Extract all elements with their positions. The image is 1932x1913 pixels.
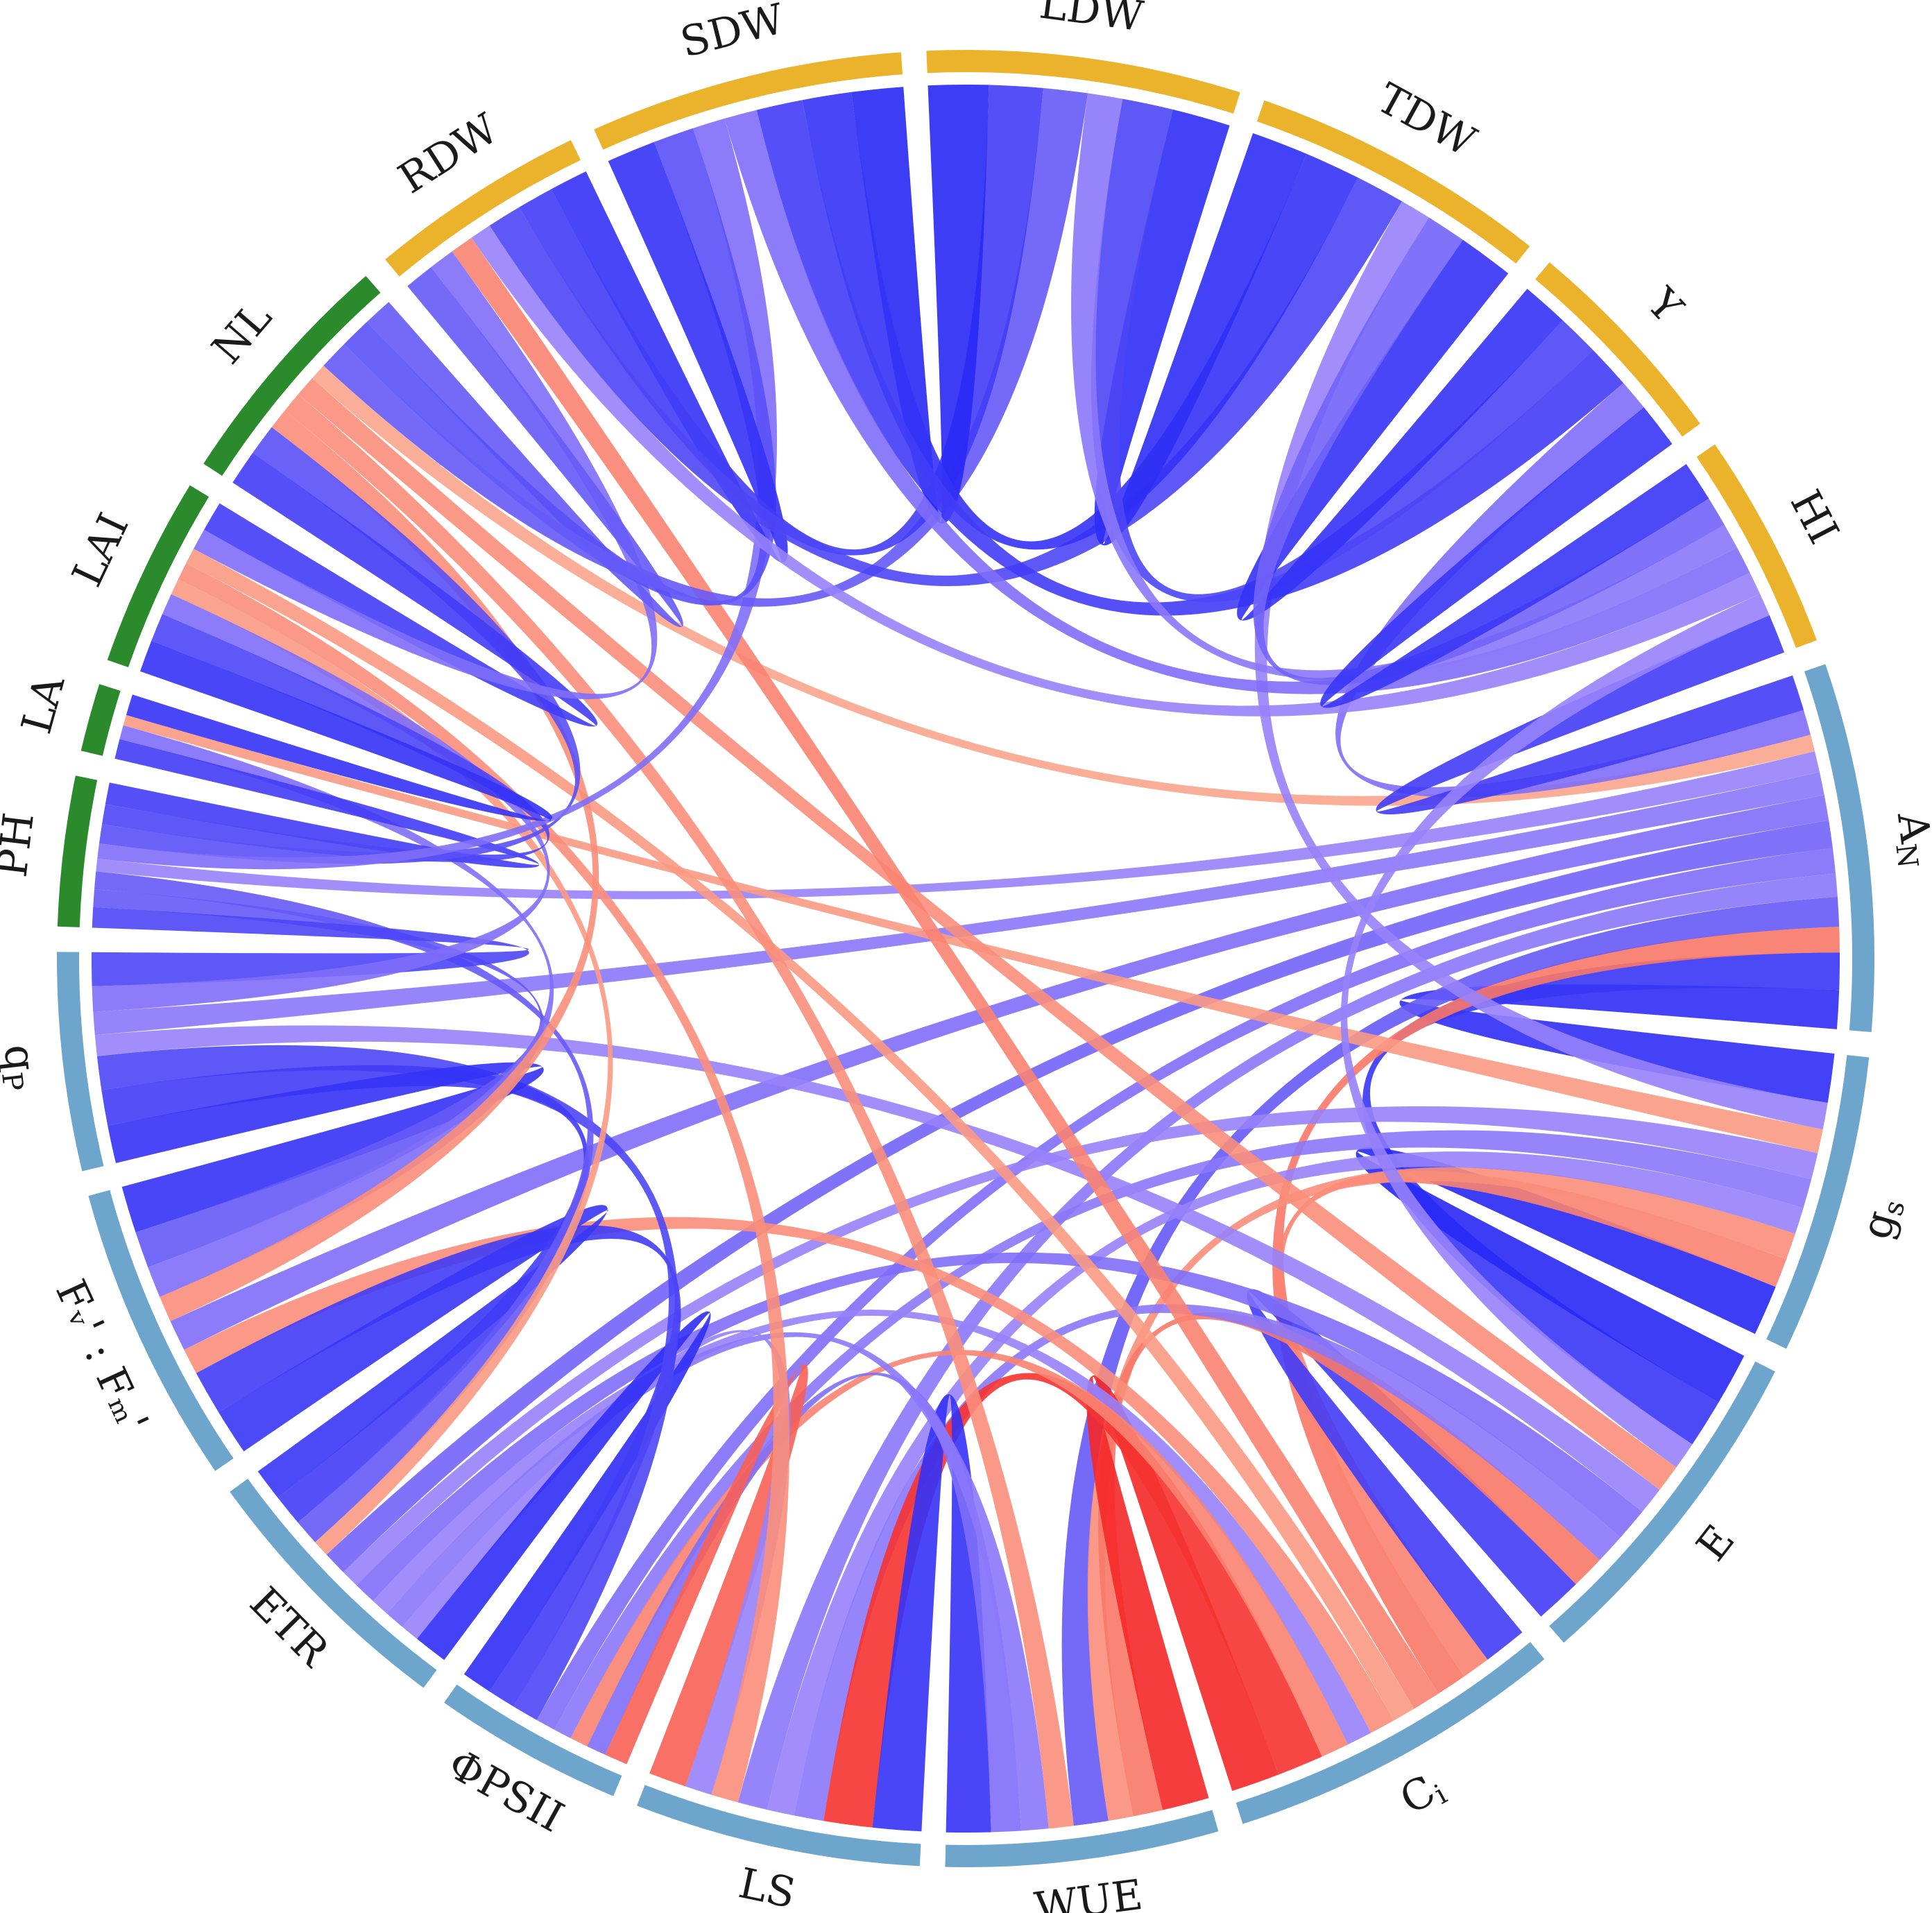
- ribbon-LS-PhiPSII: [605, 1364, 808, 1787]
- ribbon-PH-LA: [105, 739, 540, 868]
- arc-ETR: [230, 1478, 437, 1688]
- label-Y: Y: [1637, 278, 1693, 332]
- ribbon-LAI-RDW: [194, 251, 658, 700]
- group-arcs: [57, 49, 1875, 1867]
- arc-FvFm: [88, 1190, 234, 1471]
- arc-qP: [57, 952, 104, 1172]
- ribbon-LDW-Y: [1091, 98, 1593, 603]
- ribbon-WUE-ETR: [386, 1332, 1049, 1831]
- ribbon-AN-E: [1362, 952, 1840, 1445]
- label-HI: HI: [1781, 482, 1848, 551]
- label-LAI: LAI: [62, 506, 138, 594]
- arc-gs: [1766, 1054, 1870, 1349]
- arc-HI: [1696, 444, 1817, 649]
- ribbon-WUE-PhiPSII: [587, 1372, 1022, 1833]
- ribbon-gs-Ci: [1276, 1170, 1787, 1676]
- ribbon-AN-qP: [93, 772, 1824, 1036]
- ribbon-AN-PH: [96, 751, 1820, 900]
- ribbon-AN-gs: [1399, 984, 1840, 1103]
- arc-LDW: [926, 49, 1240, 114]
- ribbon-SDW-LDW: [851, 84, 989, 524]
- arc-RDW: [385, 140, 581, 277]
- ribbon-RDW-LDW: [519, 85, 1043, 556]
- label-SDW: SDW: [676, 0, 789, 67]
- ribbon-FvFm-qP: [108, 1062, 544, 1233]
- ribbon-SDW-TDW: [802, 92, 1358, 550]
- label-WUE: WUE: [1032, 1870, 1145, 1913]
- ribbon-Ci-RDW: [452, 237, 1439, 1709]
- arc-NL: [203, 275, 381, 476]
- ribbon-E-HI: [1340, 594, 1770, 1468]
- label-Ci: Ci: [1392, 1762, 1453, 1826]
- arc-PhiPSII: [444, 1684, 622, 1796]
- label-qP: qP: [0, 1042, 48, 1092]
- ribbon-AN-NL: [312, 366, 1815, 806]
- ribbon-PhiPSII-FvFm: [196, 1225, 681, 1707]
- ribbon-PH-NL: [99, 427, 581, 864]
- ribbon-Ci-LS: [823, 1373, 1322, 1828]
- ribbon-gs-LA: [123, 714, 1823, 1153]
- arc-LA: [80, 684, 121, 756]
- ribbon-LAI-NL: [204, 452, 598, 727]
- arc-AN: [1804, 664, 1875, 1032]
- ribbon-Ci-WUE: [1086, 1375, 1279, 1810]
- label-LS: LS: [735, 1859, 800, 1913]
- ribbon-gs-WUE: [1087, 1167, 1795, 1821]
- ribbon-qP-LAI: [92, 594, 550, 1012]
- ribbon-E-NL: [298, 378, 1677, 1491]
- arc-WUE: [945, 1810, 1219, 1867]
- label-LA: LA: [12, 670, 74, 739]
- ribbon-RDW-TDW: [489, 178, 1402, 587]
- arc-SDW: [594, 52, 903, 150]
- label-E: E: [1687, 1516, 1744, 1570]
- arc-Ci: [1236, 1642, 1545, 1824]
- arc-PH: [57, 775, 98, 927]
- ribbon-LA-LAI: [126, 640, 553, 821]
- arc-TDW: [1256, 100, 1530, 264]
- arc-LAI: [107, 485, 210, 668]
- arc-LS: [637, 1785, 921, 1867]
- ribbon-ETR-qP: [101, 1065, 589, 1522]
- label-AN: AN: [1886, 809, 1932, 870]
- arc-E: [1549, 1361, 1775, 1643]
- label-TDW: TDW: [1369, 74, 1484, 166]
- ribbon-gs-ETR: [343, 1106, 1818, 1586]
- ribbon-gs-E: [1356, 1147, 1776, 1402]
- label-LDW: LDW: [1037, 0, 1147, 41]
- ribbon-FvFm-PH: [93, 889, 544, 1268]
- ribbon-E-WUE: [1098, 1312, 1600, 1817]
- label-NL: NL: [203, 293, 281, 373]
- chord-ribbons: [91, 84, 1840, 1833]
- ribbon-Y-HI: [1320, 407, 1709, 708]
- ribbon-PhiPSII-ETR: [417, 1311, 711, 1692]
- ribbon-TDW-HI: [1253, 217, 1725, 685]
- label-gs: gs: [1852, 1192, 1912, 1245]
- arc-Y: [1535, 262, 1700, 437]
- ribbon-ETR-PH: [94, 871, 594, 1543]
- ribbon-RDW-SDW: [551, 141, 788, 563]
- label-PH: PH: [0, 810, 44, 880]
